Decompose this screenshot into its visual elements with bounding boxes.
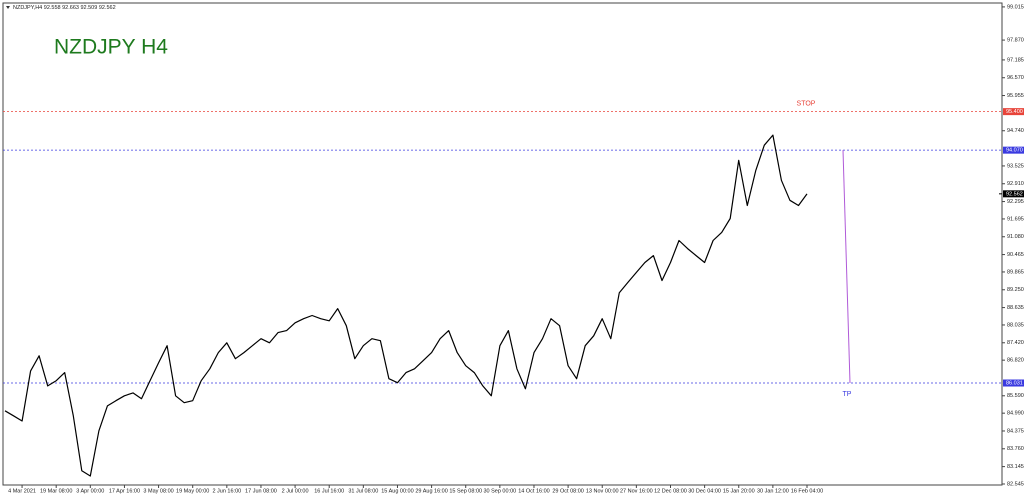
x-tick-label: 30 Dec 04:00 bbox=[688, 488, 721, 494]
y-tick-label: 96.570 bbox=[1007, 75, 1024, 81]
x-tick-label: 2 Jul 00:00 bbox=[282, 488, 309, 494]
y-tick-label: 97.870 bbox=[1007, 38, 1024, 44]
y-tick-label: 97.185 bbox=[1007, 57, 1024, 63]
x-tick-label: 15 Jan 20:00 bbox=[723, 488, 755, 494]
plot-frame bbox=[2, 2, 1003, 486]
y-tick-label: 92.295 bbox=[1007, 199, 1024, 205]
y-tick-label: 85.590 bbox=[1007, 393, 1024, 399]
y-tick-label: 91.080 bbox=[1007, 234, 1024, 240]
x-tick-label: 17 Jun 08:00 bbox=[245, 488, 277, 494]
level-price-box bbox=[1003, 379, 1024, 387]
x-tick-label: 13 Nov 00:00 bbox=[586, 488, 619, 494]
x-tick-label: 17 Apr 16:00 bbox=[109, 488, 140, 494]
level-price-box bbox=[1003, 146, 1024, 154]
x-tick-label: 16 Jul 16:00 bbox=[314, 488, 344, 494]
x-tick-label: 31 Jul 08:00 bbox=[348, 488, 378, 494]
level-price-box bbox=[1003, 108, 1024, 116]
trend-line bbox=[842, 150, 851, 384]
x-tick-label: 15 Sep 08:00 bbox=[449, 488, 482, 494]
y-tick-label: 91.695 bbox=[1007, 216, 1024, 222]
y-tick-label: 92.910 bbox=[1007, 181, 1024, 187]
x-tick-label: 16 Feb 04:00 bbox=[791, 488, 823, 494]
x-tick-label: 30 Sep 00:00 bbox=[483, 488, 516, 494]
x-tick-label: 30 Jan 12:00 bbox=[757, 488, 789, 494]
y-tick-label: 82.545 bbox=[1007, 481, 1024, 487]
price-line bbox=[4, 134, 808, 477]
x-tick-label: 29 Oct 08:00 bbox=[552, 488, 584, 494]
level-name: STOP bbox=[797, 100, 816, 107]
menu-arrow[interactable] bbox=[6, 6, 10, 9]
x-tick-label: 3 Apr 00:00 bbox=[76, 488, 104, 494]
level-price-label: 94.070 bbox=[1006, 148, 1023, 154]
y-tick-label: 99.015 bbox=[1007, 4, 1024, 10]
y-tick-label: 88.635 bbox=[1007, 305, 1024, 311]
y-tick-label: 90.465 bbox=[1007, 252, 1024, 258]
y-tick-label: 87.420 bbox=[1007, 340, 1024, 346]
level-price-label: 86.031 bbox=[1006, 380, 1023, 386]
x-tick-label: 15 Aug 00:00 bbox=[381, 488, 413, 494]
level-price-label: 95.400 bbox=[1006, 109, 1023, 115]
x-tick-label: 19 Mar 08:00 bbox=[40, 488, 72, 494]
y-tick-label: 84.375 bbox=[1007, 428, 1024, 434]
y-tick-label: 89.865 bbox=[1007, 269, 1024, 275]
x-tick-label: 4 Mar 2021 bbox=[8, 488, 36, 494]
chart-title: NZDJPY H4 bbox=[54, 36, 168, 59]
x-tick-label: 14 Oct 16:00 bbox=[518, 488, 550, 494]
x-tick-label: 3 May 08:00 bbox=[143, 488, 173, 494]
y-tick-label: 84.990 bbox=[1007, 411, 1024, 417]
current-price-label: 92.562 bbox=[1006, 191, 1023, 197]
y-tick-label: 83.760 bbox=[1007, 446, 1024, 452]
chart-header: NZDJPY,H4 92.558 92.663 92.509 92.562 bbox=[13, 5, 116, 11]
y-tick-label: 95.955 bbox=[1007, 93, 1024, 99]
current-price-box bbox=[1003, 190, 1024, 198]
y-tick-label: 93.525 bbox=[1007, 163, 1024, 169]
x-tick-label: 2 Jun 16:00 bbox=[212, 488, 241, 494]
x-tick-label: 12 Dec 08:00 bbox=[654, 488, 687, 494]
y-tick-label: 89.250 bbox=[1007, 287, 1024, 293]
y-tick-label: 88.035 bbox=[1007, 322, 1024, 328]
level-name: TP bbox=[843, 391, 852, 398]
y-tick-label: 83.145 bbox=[1007, 464, 1024, 470]
x-tick-label: 29 Aug 16:00 bbox=[415, 488, 447, 494]
x-tick-label: 27 Nov 16:00 bbox=[620, 488, 653, 494]
y-tick-label: 86.820 bbox=[1007, 358, 1024, 364]
y-tick-label: 94.740 bbox=[1007, 128, 1024, 134]
x-tick-label: 19 May 00:00 bbox=[176, 488, 209, 494]
